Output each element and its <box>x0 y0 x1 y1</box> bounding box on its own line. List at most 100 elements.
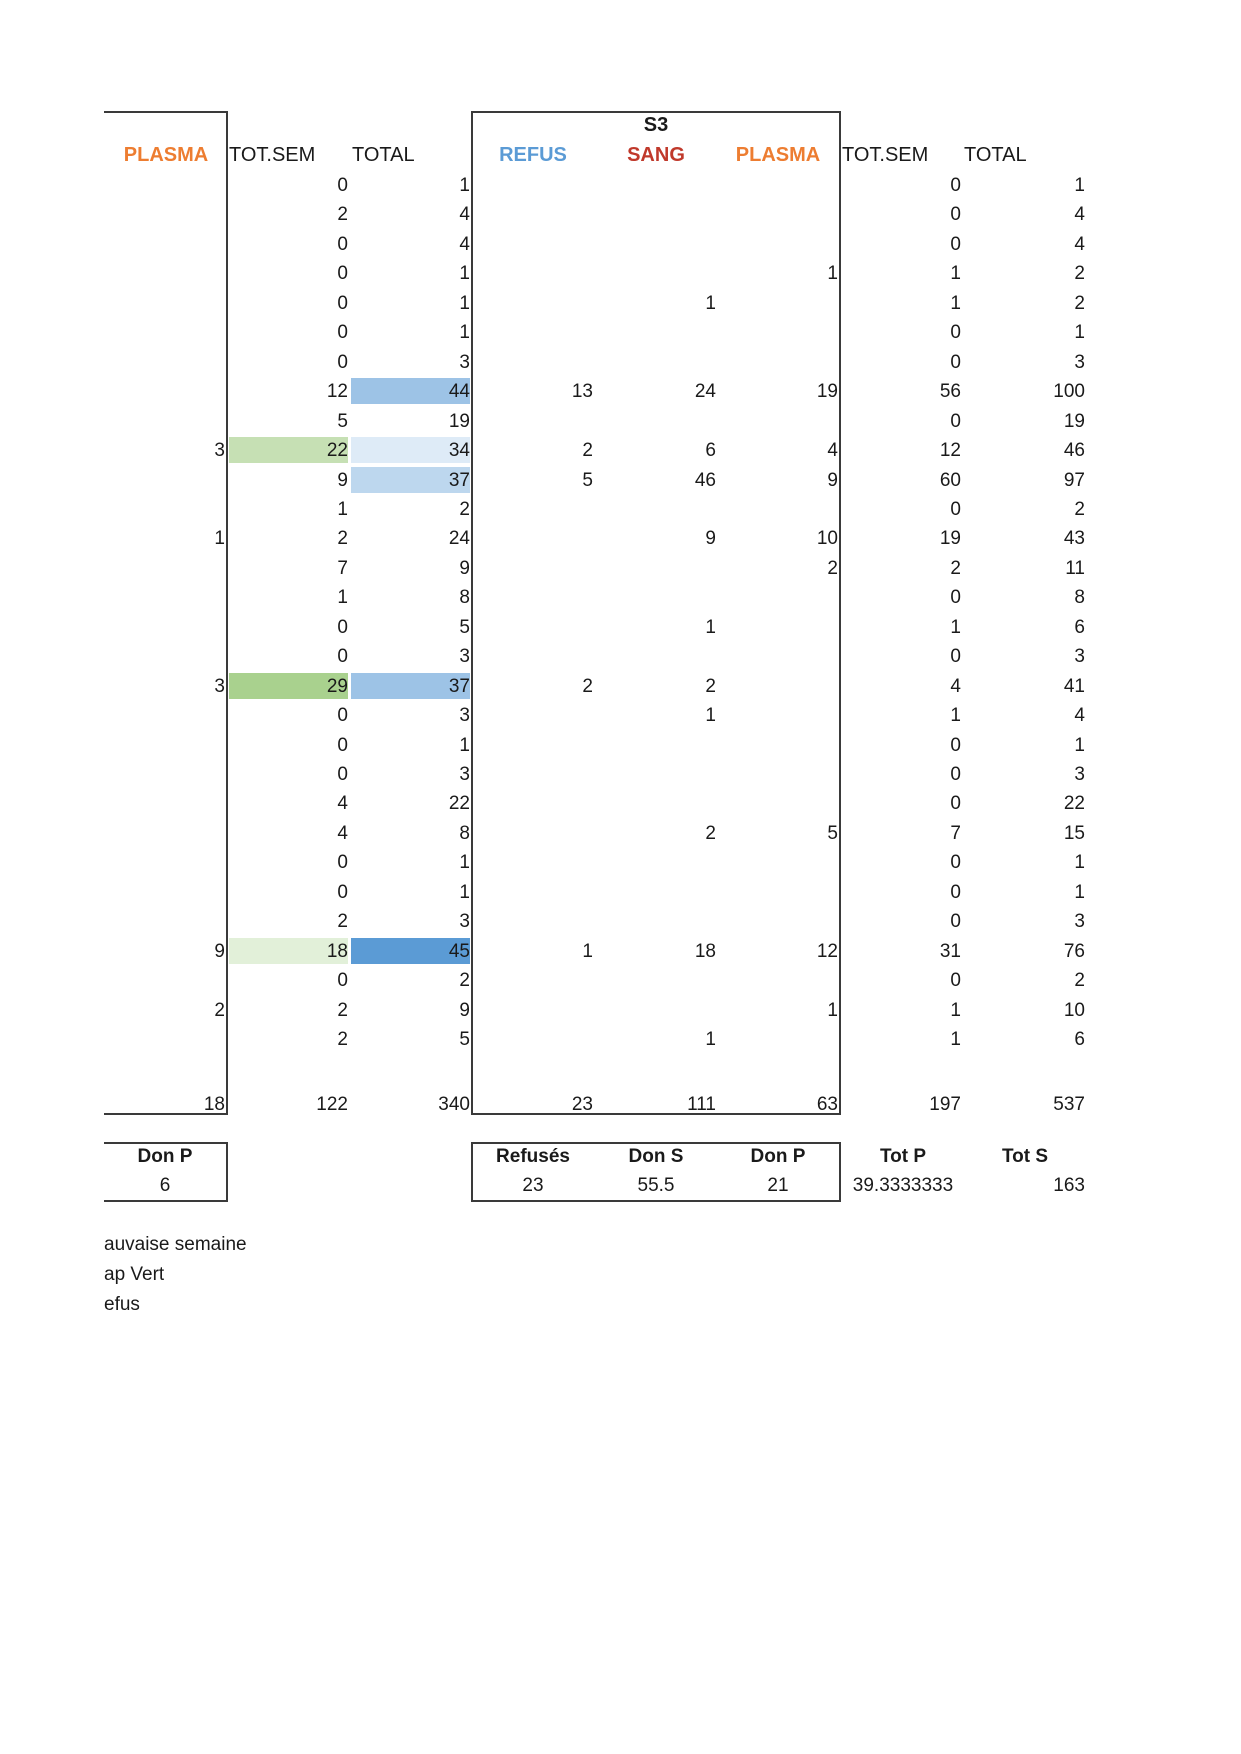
cell-total-r: 19 <box>1063 410 1085 432</box>
cell-refus <box>472 996 594 1025</box>
cell-plasma: 1 <box>827 999 838 1021</box>
cell-totsem-r: 0 <box>950 970 961 992</box>
cell-plasma-l <box>104 377 226 406</box>
cell-total-r: 3 <box>1074 646 1085 668</box>
cell-plasma <box>717 907 839 936</box>
cell-totsem-r: 0 <box>950 852 961 874</box>
cell-totsem-l: 2 <box>337 999 348 1021</box>
cell-plasma-l <box>104 348 226 377</box>
cell-plasma-l <box>104 878 226 907</box>
cell-sang <box>595 318 717 347</box>
cell-total-l: 45 <box>448 940 470 962</box>
cell-total-r: 1 <box>1074 881 1085 903</box>
cell-plasma <box>717 200 839 229</box>
cell-totsem-r: 0 <box>950 764 961 785</box>
summary-totp-value: 39.3333333 <box>852 1175 954 1196</box>
cell-totsem-r: 0 <box>950 233 961 255</box>
summary-left-value: 6 <box>159 1175 171 1196</box>
cell-plasma-l <box>104 819 226 848</box>
cell-plasma: 19 <box>816 381 838 403</box>
cell-totsem-r: 31 <box>939 940 961 962</box>
cell-sang <box>595 554 717 583</box>
cell-totsem-r: 12 <box>939 440 961 462</box>
cell-refus <box>472 348 594 377</box>
cell-sang <box>595 171 717 200</box>
cell-total-r: 1 <box>1074 852 1085 874</box>
cell-total-r: 6 <box>1074 616 1085 638</box>
cell-sang <box>595 878 717 907</box>
cell-sang: 24 <box>694 381 716 403</box>
cell-sang: 9 <box>705 528 716 550</box>
cell-sang: 1 <box>705 1029 716 1051</box>
cell-refus <box>472 200 594 229</box>
cell-refus: 5 <box>582 469 593 491</box>
cell-sang: 46 <box>694 469 716 491</box>
cell-total-l: 1 <box>459 292 470 314</box>
summary-dons-value: 55.5 <box>637 1175 675 1196</box>
cell-plasma: 5 <box>827 822 838 844</box>
cell-totsem-r: 1 <box>950 999 961 1021</box>
cell-sang <box>595 642 717 671</box>
cell-sang <box>595 996 717 1025</box>
cell-total-r: 76 <box>1063 940 1085 962</box>
cell-total-r: 11 <box>1065 557 1085 579</box>
cell-sang: 1 <box>705 616 716 638</box>
header-totsem-left: TOT.SEM <box>229 144 316 166</box>
cell-refus: 2 <box>582 675 593 697</box>
cell-sang: 1 <box>705 705 716 727</box>
cell-totsem-r: 0 <box>950 322 961 344</box>
cell-totsem-r: 1 <box>950 1029 961 1051</box>
cell-plasma-l: 9 <box>214 940 225 962</box>
total-totsem-l: 122 <box>316 1094 348 1115</box>
cell-totsem-l: 1 <box>337 498 348 520</box>
legend-item-bad-week: auvaise semaine <box>104 1234 247 1255</box>
cell-refus <box>472 789 594 818</box>
cell-total-r: 4 <box>1074 204 1085 226</box>
cell-refus <box>472 966 594 995</box>
total-plasma: 63 <box>816 1094 838 1115</box>
cell-totsem-r: 0 <box>950 646 961 668</box>
cell-totsem-r: 0 <box>950 351 961 373</box>
cell-totsem-r: 0 <box>950 881 961 903</box>
summary-dons-label: Don S <box>628 1146 684 1167</box>
cell-totsem-r: 0 <box>950 175 961 196</box>
highlight-fill <box>229 937 348 964</box>
cell-total-r: 1 <box>1074 175 1085 196</box>
cell-plasma-l: 3 <box>214 440 225 462</box>
summary-refuses-label: Refusés <box>496 1146 570 1167</box>
cell-total-r: 4 <box>1074 705 1085 727</box>
cell-total-l: 1 <box>459 881 470 903</box>
cell-totsem-l: 4 <box>337 793 348 815</box>
cell-plasma-l <box>104 760 226 789</box>
cell-total-r: 8 <box>1074 587 1085 609</box>
cell-totsem-r: 1 <box>950 705 961 727</box>
cell-total-r: 2 <box>1074 970 1085 992</box>
cell-total-l: 24 <box>448 528 470 550</box>
cell-refus <box>472 407 594 436</box>
cell-plasma <box>717 407 839 436</box>
cell-refus <box>472 819 594 848</box>
cell-totsem-l: 29 <box>326 675 348 697</box>
cell-sang <box>595 230 717 259</box>
cell-sang: 2 <box>705 675 716 697</box>
cell-sang <box>595 789 717 818</box>
cell-sang <box>595 848 717 877</box>
cell-plasma <box>717 760 839 789</box>
cell-total-r: 3 <box>1074 351 1085 373</box>
cell-total-r: 1 <box>1074 322 1085 344</box>
summary-donp-label: Don P <box>750 1146 806 1167</box>
total-total-l: 340 <box>438 1094 470 1115</box>
cell-plasma-l <box>104 613 226 642</box>
cell-totsem-l: 2 <box>337 528 348 550</box>
cell-sang: 6 <box>705 440 716 462</box>
cell-totsem-l: 0 <box>337 175 348 196</box>
cell-total-l: 1 <box>459 263 470 285</box>
cell-total-l: 19 <box>448 410 470 432</box>
cell-totsem-r: 7 <box>950 822 961 844</box>
cell-sang <box>595 348 717 377</box>
cell-refus <box>472 701 594 730</box>
cell-plasma-l <box>104 1025 226 1054</box>
cell-plasma <box>717 1025 839 1054</box>
cell-totsem-l: 0 <box>337 970 348 992</box>
cell-total-r: 97 <box>1063 469 1085 491</box>
